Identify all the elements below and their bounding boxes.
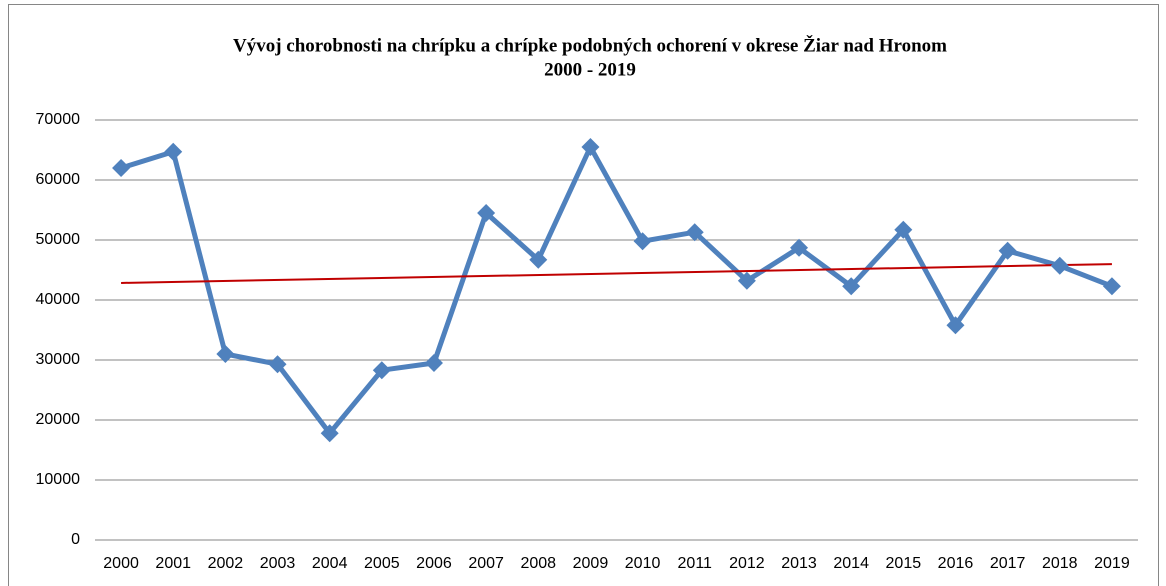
- y-tick-label: 70000: [36, 111, 81, 128]
- x-tick-label: 2016: [938, 555, 974, 572]
- x-tick-label: 2007: [468, 555, 504, 572]
- x-tick-label: 2003: [260, 555, 296, 572]
- x-tick-label: 2017: [990, 555, 1026, 572]
- x-tick-label: 2008: [520, 555, 556, 572]
- chart-subtitle: 2000 - 2019: [544, 59, 636, 80]
- marker: [842, 277, 861, 296]
- marker: [685, 223, 704, 242]
- x-tick-label: 2014: [833, 555, 869, 572]
- marker: [268, 355, 287, 374]
- marker: [216, 345, 235, 363]
- x-tick-label: 2011: [678, 555, 713, 572]
- x-tick-label: 2000: [103, 555, 139, 572]
- x-tick-label: 2010: [625, 555, 661, 572]
- marker: [164, 142, 183, 161]
- x-tick-label: 2009: [573, 555, 609, 572]
- y-tick-label: 40000: [36, 291, 81, 308]
- marker: [633, 232, 652, 251]
- series-line: [120, 144, 1113, 436]
- marker: [946, 316, 965, 335]
- y-tick-label: 30000: [36, 351, 81, 368]
- x-tick-label: 2005: [364, 555, 400, 572]
- chart-border: [8, 4, 1159, 586]
- x-tick-label: 2006: [416, 555, 452, 572]
- x-tick-label: 2004: [312, 555, 348, 572]
- marker: [529, 250, 548, 269]
- y-tick-label: 10000: [36, 471, 81, 488]
- x-tick-label: 2013: [781, 555, 817, 572]
- marker: [372, 361, 391, 380]
- marker: [112, 159, 131, 177]
- y-tick-label: 20000: [36, 411, 81, 428]
- y-tick-label: 0: [71, 531, 80, 548]
- x-tick-label: 2015: [886, 555, 922, 572]
- marker: [737, 271, 756, 290]
- x-tick-label: 2012: [729, 555, 765, 572]
- marker: [790, 238, 809, 257]
- y-tick-label: 50000: [36, 231, 81, 248]
- x-tick-label: 2001: [155, 555, 191, 572]
- y-tick-label: 60000: [36, 171, 81, 188]
- marker: [581, 138, 600, 156]
- marker: [320, 424, 339, 443]
- marker: [998, 241, 1017, 260]
- marker: [1102, 277, 1121, 296]
- chart-title: Vývoj chorobnosti na chrípku a chrípke p…: [233, 34, 947, 56]
- marker: [424, 354, 443, 372]
- trend-line: [121, 263, 1112, 284]
- x-tick-label: 2018: [1042, 555, 1078, 572]
- x-tick-label: 2019: [1094, 555, 1130, 572]
- marker: [1050, 256, 1069, 275]
- marker: [894, 220, 913, 239]
- x-tick-label: 2002: [208, 555, 244, 572]
- marker: [477, 204, 496, 222]
